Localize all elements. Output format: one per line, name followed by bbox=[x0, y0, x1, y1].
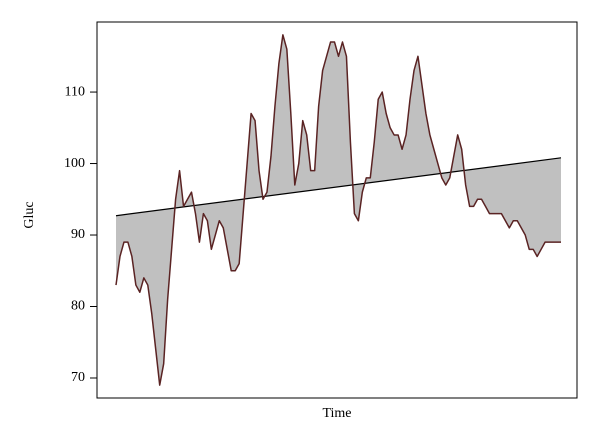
y-tick-label: 80 bbox=[71, 299, 85, 314]
y-tick-label: 100 bbox=[64, 156, 85, 171]
y-tick-label: 110 bbox=[65, 84, 85, 99]
y-tick-label: 90 bbox=[71, 227, 85, 242]
glucose-line bbox=[115, 34, 561, 386]
y-tick-label: 70 bbox=[71, 370, 85, 385]
deviation-area bbox=[116, 34, 561, 386]
x-axis-label: Time bbox=[322, 406, 351, 421]
trend-line bbox=[115, 157, 562, 217]
y-axis-label: Gluc bbox=[22, 201, 37, 228]
plot-frame bbox=[96, 21, 578, 399]
